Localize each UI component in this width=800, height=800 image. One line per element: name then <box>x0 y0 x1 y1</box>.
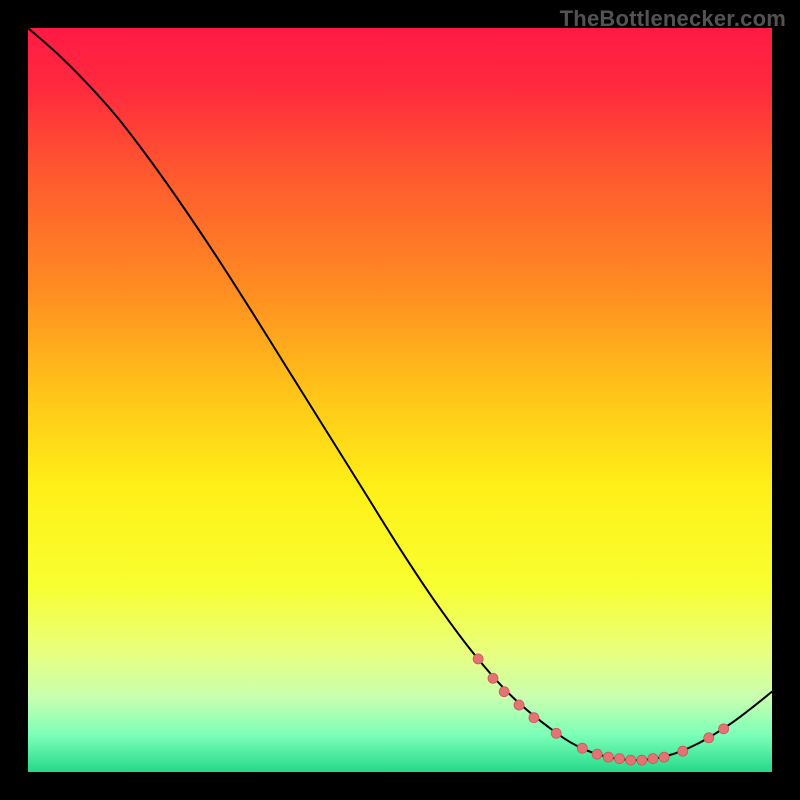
data-marker <box>592 749 602 759</box>
chart-svg <box>28 28 772 772</box>
data-marker <box>514 700 524 710</box>
chart-background <box>28 28 772 772</box>
data-marker <box>637 755 647 765</box>
data-marker <box>603 752 613 762</box>
data-marker <box>499 687 509 697</box>
data-marker <box>577 743 587 753</box>
data-marker <box>529 713 539 723</box>
data-marker <box>488 673 498 683</box>
data-marker <box>473 654 483 664</box>
watermark-text: TheBottlenecker.com <box>560 6 786 32</box>
data-marker <box>704 733 714 743</box>
data-marker <box>719 724 729 734</box>
plot-area <box>28 28 772 772</box>
data-marker <box>551 728 561 738</box>
data-marker <box>626 755 636 765</box>
data-marker <box>614 754 624 764</box>
data-marker <box>678 746 688 756</box>
data-marker <box>659 752 669 762</box>
chart-container: TheBottlenecker.com <box>0 0 800 800</box>
data-marker <box>648 754 658 764</box>
